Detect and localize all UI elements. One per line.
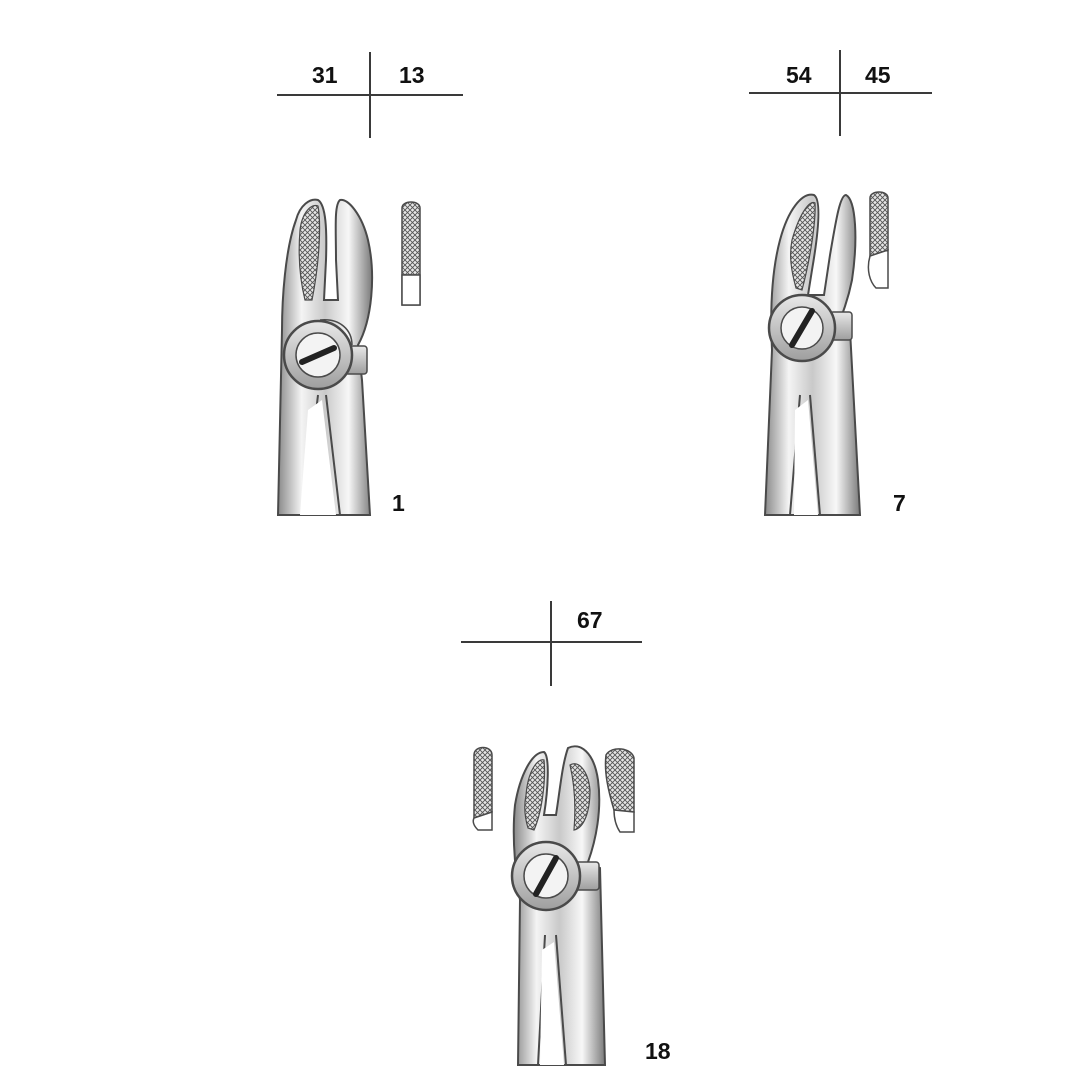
tooth-chart-upper-left: 31 xyxy=(312,62,338,88)
tooth-chart-upper-left: 54 xyxy=(786,62,812,88)
tooth-chart-vertical-line xyxy=(550,601,552,686)
model-number: 1 xyxy=(392,490,405,516)
tooth-chart-vertical-line xyxy=(369,52,371,138)
tooth-chart-upper-right: 45 xyxy=(865,62,891,88)
serrated-jaw-tip-icon xyxy=(472,746,493,831)
tooth-chart-vertical-line xyxy=(839,50,841,136)
hinge-screw-icon xyxy=(282,319,354,391)
model-number: 7 xyxy=(893,490,906,516)
serrated-jaw-tip-icon xyxy=(401,201,421,306)
hinge-screw-icon xyxy=(767,293,837,363)
hinge-screw-icon xyxy=(510,840,582,912)
serrated-jaw-tip-icon xyxy=(867,191,889,289)
serrated-jaw-tip-icon xyxy=(604,748,635,833)
tooth-chart-upper-right: 13 xyxy=(399,62,425,88)
model-number: 18 xyxy=(645,1038,671,1064)
tooth-chart-upper-right: 67 xyxy=(577,607,603,633)
